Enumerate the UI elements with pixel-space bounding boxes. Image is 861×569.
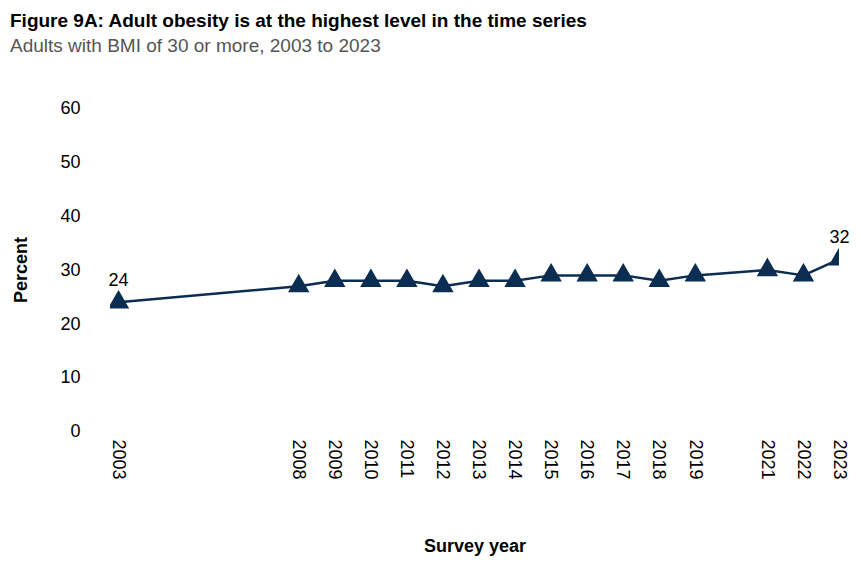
svg-text:2008: 2008 [289,440,309,480]
svg-text:2023: 2023 [830,440,850,480]
svg-text:2013: 2013 [469,440,489,480]
svg-text:2022: 2022 [794,440,814,480]
svg-text:10: 10 [60,367,80,387]
svg-text:2017: 2017 [613,440,633,480]
svg-text:2012: 2012 [433,440,453,480]
svg-text:2018: 2018 [649,440,669,480]
svg-text:2021: 2021 [758,440,778,480]
svg-text:2016: 2016 [577,440,597,480]
svg-text:2014: 2014 [505,440,525,480]
svg-text:2009: 2009 [325,440,345,480]
svg-text:60: 60 [60,98,80,118]
html-text:Figure 9A: Adult obesity is at: Figure 9A: Adult obesity is at the highe… [10,10,587,31]
svg-text:40: 40 [60,206,80,226]
svg-text:24: 24 [108,270,128,290]
svg-text:Survey year: Survey year [424,536,526,556]
svg-text:2019: 2019 [686,440,706,480]
svg-text:2011: 2011 [397,440,417,479]
svg-text:50: 50 [60,152,80,172]
svg-text:0: 0 [70,421,80,441]
svg-text:2003: 2003 [109,440,129,480]
svg-text:20: 20 [60,314,80,334]
svg-text:Percent: Percent [11,237,31,303]
svg-text:2015: 2015 [541,440,561,480]
svg-text:30: 30 [60,260,80,280]
svg-text:32: 32 [829,227,849,247]
html-text:Adults with BMI of 30 or more,: Adults with BMI of 30 or more, 2003 to 2… [10,35,381,56]
svg-text:2010: 2010 [361,440,381,480]
